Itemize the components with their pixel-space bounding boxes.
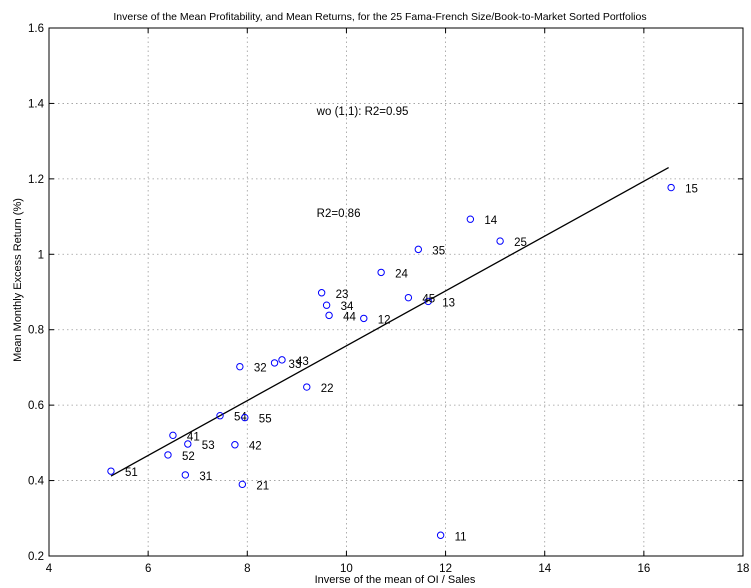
data-point-label: 41: [187, 431, 200, 443]
data-point: [377, 268, 385, 277]
data-point: [360, 314, 368, 323]
data-point: [270, 359, 279, 367]
data-point-label: 15: [685, 184, 698, 196]
x-tick-label: 6: [145, 563, 151, 575]
data-point: [216, 412, 224, 420]
data-point-label: 52: [182, 451, 195, 463]
data-point-label: 24: [395, 268, 408, 280]
x-tick-label: 14: [538, 563, 551, 575]
data-point-label: 51: [125, 467, 138, 479]
plot-area: 4 6 8 10 12 14 16 18 0.2 0.4 0.6 0.8 1 1.2 1.4 1.6 11 12 1…: [28, 23, 749, 575]
data-point: [241, 413, 249, 422]
data-point: [424, 297, 432, 306]
y-tick-label: 1.4: [28, 98, 45, 110]
data-point: [184, 440, 192, 448]
data-point: [303, 383, 311, 391]
plot-background: [49, 28, 743, 556]
data-point-label: 42: [249, 441, 262, 453]
data-point: [496, 237, 504, 245]
data-point-label: 14: [484, 215, 497, 227]
data-point: [414, 245, 423, 254]
data-point-label: 44: [343, 311, 356, 323]
data-point: [322, 301, 331, 309]
data-point-label: 55: [259, 414, 272, 426]
chart-title: Inverse of the Mean Profitability, and M…: [113, 11, 646, 23]
annotation-text: R2=0.86: [317, 208, 361, 220]
y-tick-label: 0.2: [28, 551, 44, 563]
y-tick-label: 0.6: [28, 400, 44, 412]
y-axis-title: Mean Monthly Excess Return (%): [12, 198, 24, 362]
data-point-label: 34: [341, 301, 354, 313]
x-tick-label: 16: [637, 563, 650, 575]
data-point: [231, 441, 239, 449]
data-point: [107, 467, 115, 475]
y-tick-label: 0.4: [28, 476, 45, 488]
data-point: [317, 289, 326, 297]
data-point-label: 12: [378, 314, 391, 326]
x-tick-label: 18: [737, 563, 750, 575]
data-point-label: 53: [202, 440, 215, 452]
data-point: [436, 531, 445, 539]
data-point-label: 45: [422, 294, 435, 306]
data-point-label: 21: [256, 480, 269, 492]
x-tick-label: 4: [46, 563, 53, 575]
data-point-label: 35: [432, 245, 445, 257]
data-point-label: 54: [234, 412, 247, 424]
data-point-label: 25: [514, 237, 527, 249]
data-point-label: 11: [455, 531, 467, 543]
data-point-label: 23: [336, 289, 349, 301]
data-point: [278, 356, 286, 364]
regression-line: [110, 166, 669, 477]
y-tick-label: 1.6: [28, 23, 44, 35]
data-point: [466, 215, 475, 223]
data-point: [169, 431, 177, 440]
x-tick-label: 8: [244, 563, 250, 575]
y-tick-label: 0.8: [28, 325, 44, 337]
data-point: [325, 311, 333, 320]
data-point-label: 33: [289, 359, 302, 371]
data-point-label: 13: [442, 297, 455, 309]
y-tick-label: 1: [38, 249, 44, 261]
x-tick-label: 12: [439, 563, 452, 575]
data-point: [164, 451, 172, 459]
data-point: [238, 480, 247, 489]
plot-frame: [48, 27, 744, 557]
y-tick-label: 1.2: [28, 174, 44, 186]
x-axis-title: Inverse of the mean of OI / Sales: [315, 574, 476, 586]
data-point: [667, 183, 675, 192]
data-point: [236, 362, 244, 371]
data-point-label: 43: [296, 356, 309, 368]
data-point-label: 22: [321, 383, 334, 395]
annotation-text: wo (1,1): R2=0.95: [316, 106, 409, 118]
x-tick-label: 10: [340, 563, 353, 575]
data-point: [181, 471, 190, 479]
data-point-label: 31: [199, 471, 212, 483]
data-point: [404, 293, 413, 302]
data-point-label: 32: [254, 363, 267, 375]
